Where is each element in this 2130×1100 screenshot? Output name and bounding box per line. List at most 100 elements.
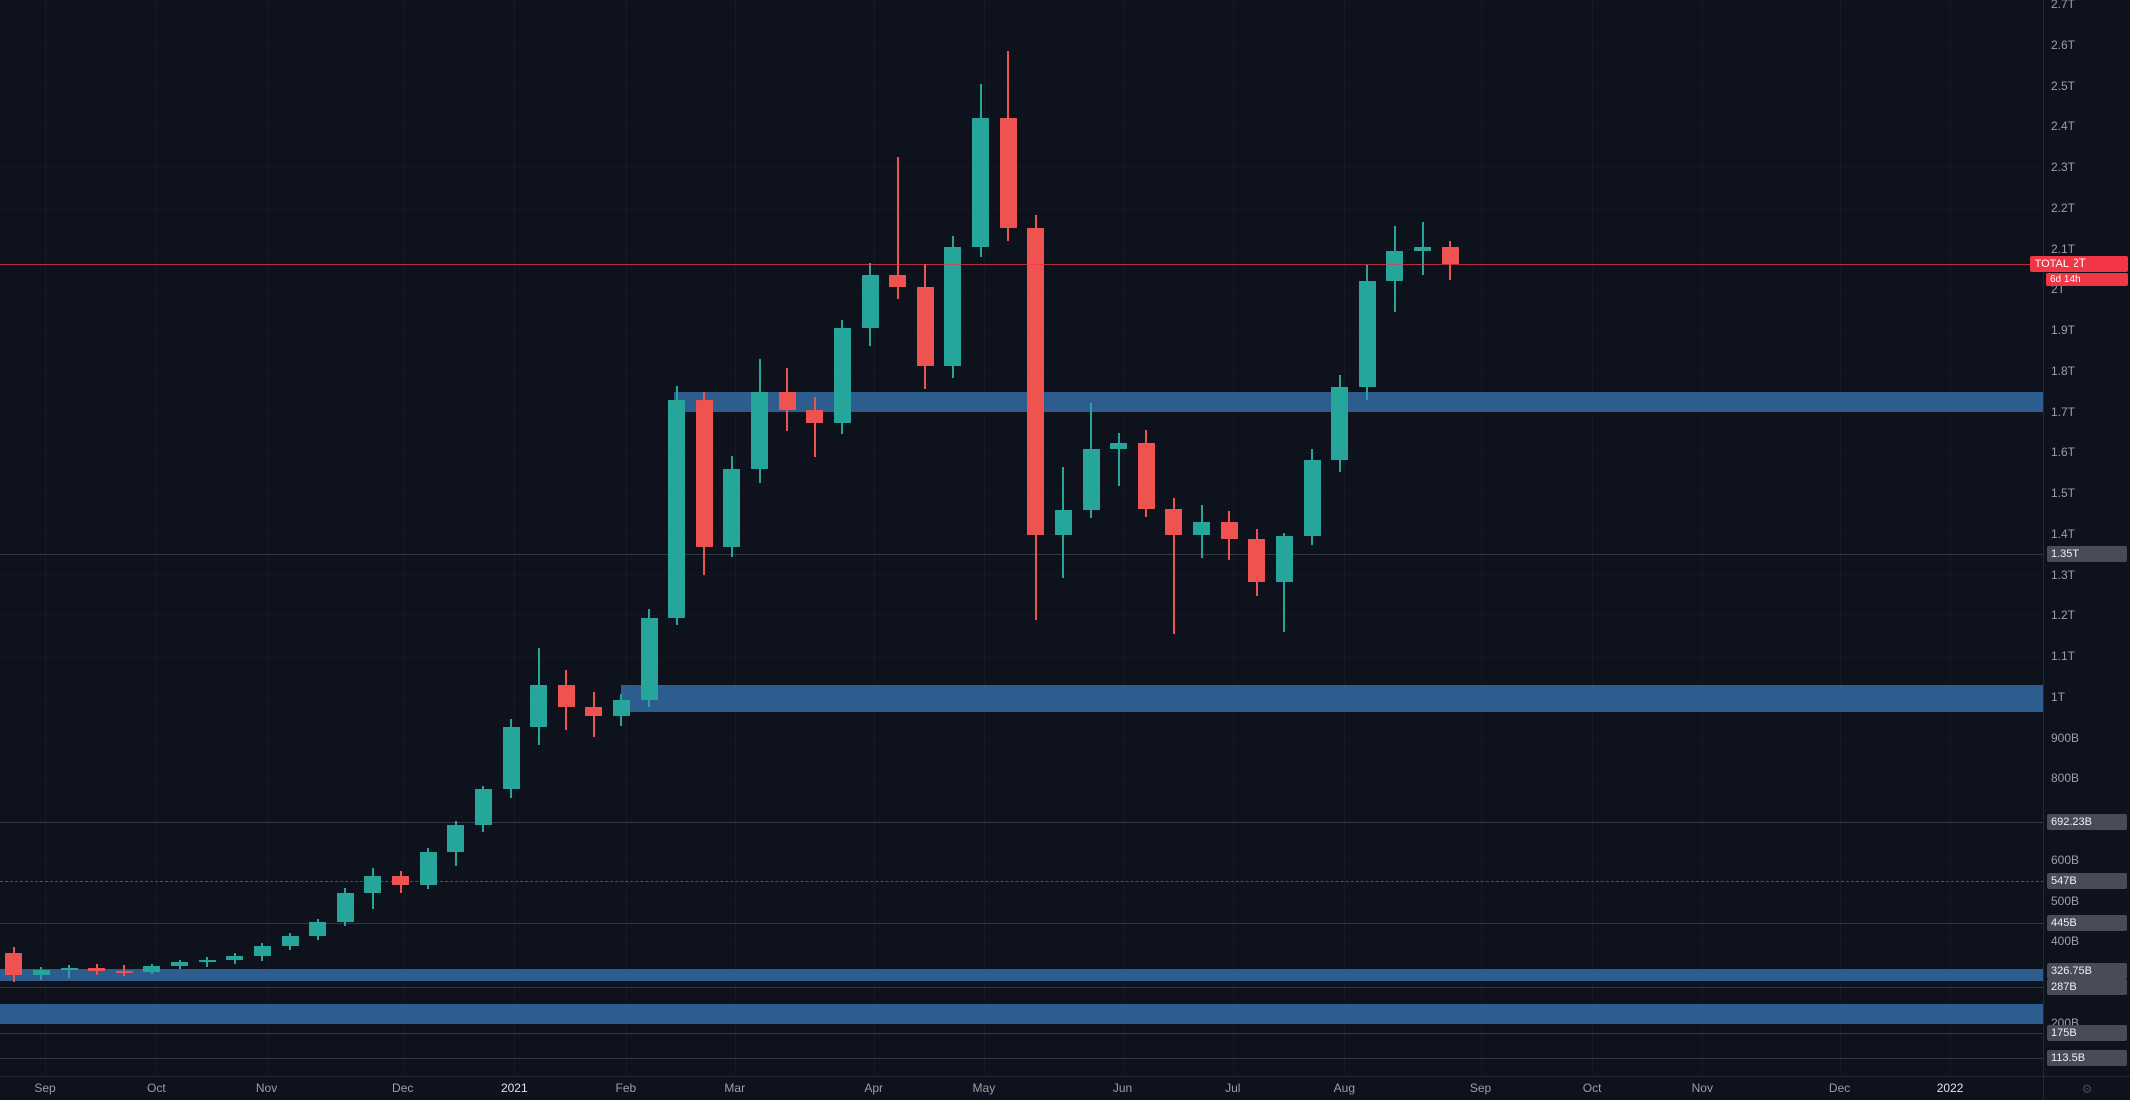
candle-body (1110, 443, 1128, 450)
candle-body (253, 946, 271, 956)
support-resistance-zone[interactable] (621, 685, 2044, 713)
price-level-line[interactable] (0, 922, 2044, 924)
chart-plot-area[interactable] (0, 0, 2044, 1077)
candle-body (309, 921, 327, 937)
price-axis[interactable]: 2.062T 6d 14h 2.7T2.6T2.5T2.4T2.3T2.2T2.… (2043, 0, 2130, 1077)
current-price-line (0, 264, 2044, 266)
price-level-badge: 326.75B (2047, 963, 2127, 980)
candle-body (889, 275, 907, 288)
axis-corner[interactable]: ⚙ (2043, 1076, 2130, 1100)
candle-body (1082, 449, 1100, 511)
time-tick-label: Aug (1333, 1081, 1356, 1095)
candle-body (1220, 522, 1238, 539)
candle-body (226, 955, 244, 960)
candle-body (1441, 246, 1459, 265)
gridline-vertical (1480, 0, 1482, 1077)
price-level-badge: 1.35T (2047, 546, 2127, 563)
gridline-vertical (514, 0, 516, 1077)
candle-body (336, 893, 354, 922)
price-level-line[interactable] (0, 987, 2044, 989)
gridline-horizontal (0, 248, 2044, 250)
price-tick-label: 2.7T (2051, 0, 2076, 12)
candle-body (1303, 460, 1321, 536)
candle-body (999, 118, 1017, 229)
price-level-badge: 445B (2047, 914, 2127, 931)
candle-body (502, 727, 520, 790)
price-tick-label: 2.6T (2051, 37, 2076, 52)
time-tick-label: Sep (34, 1081, 56, 1095)
price-level-line[interactable] (0, 1058, 2044, 1060)
support-resistance-zone[interactable] (0, 1004, 2044, 1024)
gridline-horizontal (0, 533, 2044, 535)
candle-wick (1283, 532, 1286, 633)
candle-body (1248, 538, 1266, 582)
price-tick-label: 1.1T (2051, 649, 2076, 664)
gridline-vertical (983, 0, 985, 1077)
gridline-vertical (45, 0, 47, 1077)
price-tick-label: 1.6T (2051, 445, 2076, 460)
candle-body (198, 959, 216, 963)
bar-countdown-badge: 6d 14h (2046, 273, 2128, 287)
time-tick-label: Dec (392, 1081, 414, 1095)
time-tick-label: May (972, 1081, 996, 1095)
candle-wick (1117, 432, 1120, 486)
candle-body (143, 965, 161, 972)
candle-wick (896, 156, 899, 300)
gridline-horizontal (0, 493, 2044, 495)
price-level-line[interactable] (0, 881, 2044, 883)
gridline-horizontal (0, 4, 2044, 6)
series-price-flag: TOTAL (2029, 256, 2074, 273)
candle-body (778, 392, 796, 410)
gridline-horizontal (0, 85, 2044, 87)
candle-body (640, 618, 658, 701)
price-level-line[interactable] (0, 1032, 2044, 1034)
candle-body (474, 789, 492, 826)
candle-body (972, 118, 990, 247)
time-tick-label: Jun (1112, 1081, 1133, 1095)
candle-body (447, 825, 465, 853)
gridline-horizontal (0, 126, 2044, 128)
gridline-vertical (1950, 0, 1952, 1077)
candle-body (392, 876, 409, 886)
support-resistance-zone[interactable] (0, 969, 2044, 981)
candle-body (115, 970, 133, 973)
gridline-vertical (1344, 0, 1346, 1077)
price-tick-label: 1.4T (2051, 526, 2076, 541)
price-tick-label: 1.5T (2051, 486, 2076, 501)
support-resistance-zone[interactable] (673, 392, 2044, 412)
candle-body (281, 936, 299, 947)
price-tick-label: 400B (2051, 934, 2080, 949)
time-tick-label: Oct (146, 1081, 166, 1095)
time-tick-label: 2022 (1936, 1081, 1964, 1095)
candle-body (364, 876, 382, 894)
price-scale-settings-icon[interactable]: ⚙ (2081, 1081, 2093, 1096)
price-level-badge: 692.23B (2047, 814, 2127, 831)
price-tick-label: 1.8T (2051, 363, 2076, 378)
price-level-line[interactable] (0, 554, 2044, 556)
gridline-horizontal (0, 656, 2044, 658)
price-tick-label: 1.9T (2051, 323, 2076, 338)
gridline-horizontal (0, 778, 2044, 780)
candle-wick (123, 964, 126, 976)
time-tick-label: Nov (255, 1081, 278, 1095)
time-tick-label: 2021 (500, 1081, 528, 1095)
price-level-line[interactable] (0, 822, 2044, 824)
candle-body (419, 852, 437, 886)
candle-body (1331, 387, 1349, 461)
price-level-badge: 175B (2047, 1024, 2127, 1041)
price-tick-label: 900B (2051, 730, 2080, 745)
price-tick-label: 2.2T (2051, 200, 2076, 215)
price-level-badge: 287B (2047, 979, 2127, 996)
price-level-badge: 547B (2047, 873, 2127, 890)
candle-body (1414, 246, 1431, 251)
gridline-horizontal (0, 411, 2044, 413)
time-axis[interactable]: Sep Oct Nov Dec 2021 Feb Mar Apr May Jun Jul Aug Sep… (0, 1076, 2044, 1100)
time-tick-label: Dec (1828, 1081, 1851, 1095)
candle-body (806, 409, 824, 423)
price-tick-label: 2.4T (2051, 119, 2076, 134)
candle-body (723, 469, 741, 547)
time-tick-label: Mar (724, 1081, 746, 1095)
candle-wick (1172, 497, 1175, 634)
gridline-horizontal (0, 452, 2044, 454)
